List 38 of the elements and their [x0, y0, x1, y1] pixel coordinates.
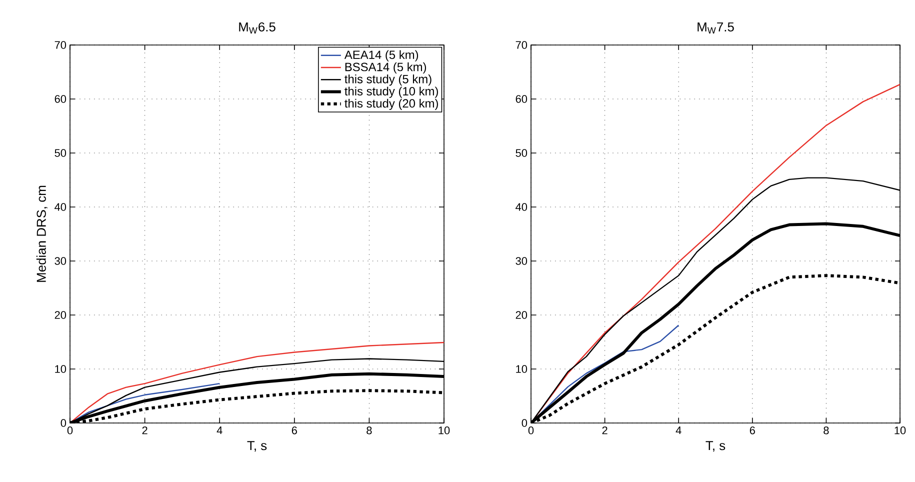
- x-axis-title: T, s: [706, 441, 726, 452]
- chart-title: M$_{W}$6.5: [239, 22, 276, 34]
- y-tick-label: 10: [55, 365, 66, 373]
- y-tick-label: 40: [54, 203, 66, 211]
- y-tick-label: 40: [516, 203, 528, 211]
- x-tick-label: 0: [528, 426, 534, 434]
- y-axis-title: Median DRS, cm: [36, 186, 48, 282]
- legend-label: AEA14 (5 km): [344, 50, 418, 62]
- y-tick-label: 10: [516, 365, 528, 373]
- legend-label: this study (5 km): [344, 74, 432, 86]
- chart-title: M$_{W}$7.5: [698, 22, 734, 34]
- x-tick-label: 8: [366, 426, 372, 434]
- x-tick-label: 4: [676, 426, 682, 434]
- y-tick-label: 50: [54, 149, 66, 157]
- y-tick-label: 70: [54, 41, 66, 49]
- y-tick-label: 50: [516, 149, 528, 157]
- x-tick-label: 10: [894, 426, 906, 434]
- x-tick-label: 6: [750, 426, 755, 434]
- y-tick-label: 0: [522, 419, 528, 427]
- x-tick-label: 6: [292, 426, 297, 434]
- y-tick-label: 60: [54, 95, 66, 103]
- legend-label: this study (20 km): [344, 98, 438, 110]
- x-axis-title: T, s: [247, 441, 267, 452]
- x-tick-label: 2: [142, 426, 148, 434]
- legend-label: BSSA14 (5 km): [345, 62, 426, 74]
- x-tick-label: 8: [824, 426, 829, 434]
- y-tick-label: 0: [60, 419, 66, 427]
- x-tick-label: 0: [67, 426, 73, 434]
- legend-label: this study (10 km): [344, 86, 438, 98]
- y-tick-label: 70: [516, 41, 528, 49]
- x-tick-label: 10: [438, 426, 450, 434]
- y-tick-label: 20: [54, 311, 66, 319]
- y-tick-label: 60: [516, 95, 528, 103]
- x-tick-label: 4: [216, 426, 222, 434]
- y-tick-label: 30: [54, 257, 66, 265]
- y-tick-label: 30: [516, 257, 528, 265]
- y-tick-label: 20: [516, 311, 528, 319]
- x-tick-label: 2: [602, 426, 608, 434]
